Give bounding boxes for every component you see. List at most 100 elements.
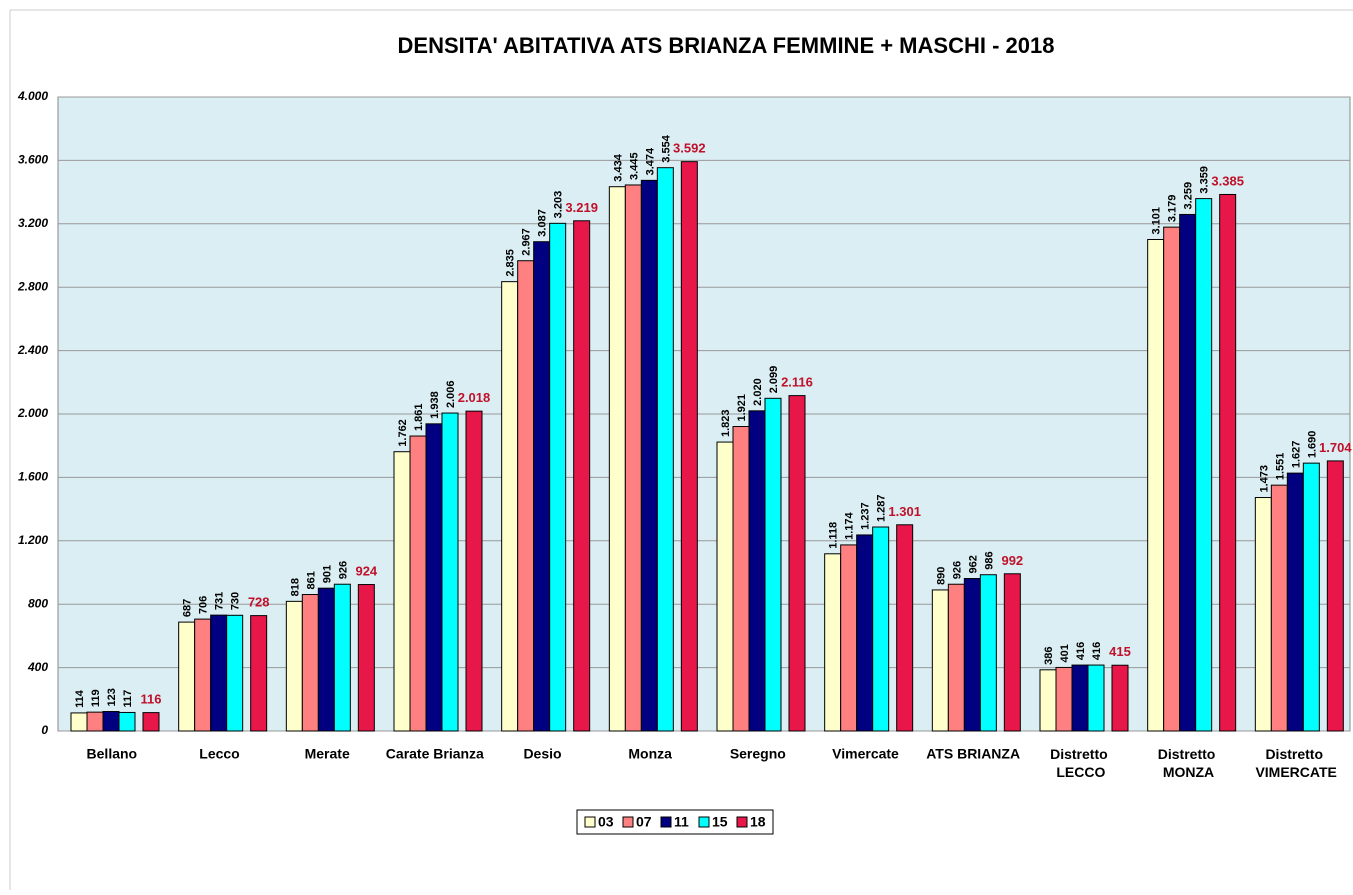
legend-swatch bbox=[698, 816, 710, 828]
data-label: 1.762 bbox=[397, 419, 409, 447]
legend-swatch bbox=[736, 816, 748, 828]
data-label: 3.554 bbox=[660, 134, 672, 162]
data-label: 415 bbox=[1109, 644, 1131, 659]
bar bbox=[517, 260, 535, 732]
data-label: 1.473 bbox=[1258, 465, 1270, 493]
x-tick-label-line: Distretto bbox=[1050, 746, 1111, 762]
bar bbox=[979, 574, 997, 732]
legend-label: 03 bbox=[598, 814, 614, 830]
bar bbox=[764, 397, 782, 732]
x-tick-label: Lecco bbox=[199, 746, 239, 762]
bar bbox=[393, 451, 411, 732]
data-label: 1.118 bbox=[828, 522, 840, 549]
data-label: 2.006 bbox=[445, 381, 457, 409]
bar bbox=[333, 583, 351, 732]
data-label: 687 bbox=[182, 599, 194, 617]
bar bbox=[608, 186, 626, 732]
data-label: 3.385 bbox=[1211, 173, 1244, 188]
bar bbox=[732, 426, 750, 732]
bar bbox=[226, 614, 244, 732]
data-label: 1.174 bbox=[844, 512, 856, 540]
x-tick-label: Carate Brianza bbox=[386, 746, 484, 762]
bar bbox=[194, 618, 212, 732]
y-tick-label: 1.600 bbox=[18, 470, 48, 484]
data-label: 818 bbox=[289, 578, 301, 596]
bar bbox=[1302, 462, 1320, 732]
data-label: 3.359 bbox=[1199, 166, 1211, 194]
legend-label: 11 bbox=[674, 814, 689, 830]
bar bbox=[118, 711, 136, 732]
x-tick-label: Bellano bbox=[87, 746, 138, 762]
y-tick-label: 2.000 bbox=[17, 406, 48, 420]
data-label: 416 bbox=[1075, 642, 1087, 660]
bar bbox=[549, 222, 567, 732]
data-label: 926 bbox=[337, 561, 349, 579]
bar bbox=[210, 614, 228, 732]
x-tick-label-line: VIMERCATE bbox=[1255, 764, 1336, 780]
bar bbox=[441, 412, 459, 732]
chart-title: DENSITA' ABITATIVA ATS BRIANZA FEMMINE +… bbox=[398, 33, 1055, 58]
bar bbox=[501, 281, 519, 732]
x-tick-label: Desio bbox=[523, 746, 561, 762]
data-label: 114 bbox=[74, 689, 86, 708]
bar bbox=[533, 241, 551, 732]
bar bbox=[680, 161, 698, 732]
data-label: 416 bbox=[1091, 642, 1103, 660]
x-tick-label: Monza bbox=[628, 746, 672, 762]
data-label: 3.203 bbox=[553, 191, 565, 219]
bar bbox=[1071, 664, 1089, 732]
data-label: 3.101 bbox=[1151, 207, 1163, 235]
y-tick-label: 400 bbox=[27, 660, 48, 674]
data-label: 2.020 bbox=[752, 378, 764, 406]
bar bbox=[1286, 472, 1304, 732]
bar bbox=[872, 526, 890, 732]
x-tick-label: Distretto MONZA bbox=[1158, 746, 1219, 780]
legend-swatch bbox=[584, 816, 596, 828]
data-label: 890 bbox=[935, 567, 947, 585]
data-label: 401 bbox=[1059, 644, 1071, 662]
data-label: 3.434 bbox=[612, 153, 624, 181]
data-label: 117 bbox=[122, 690, 134, 708]
legend-label: 15 bbox=[712, 814, 728, 830]
bar bbox=[317, 587, 335, 732]
bar bbox=[425, 423, 443, 732]
data-label: 2.835 bbox=[505, 249, 517, 277]
legend-label: 18 bbox=[750, 814, 766, 830]
bar bbox=[840, 544, 858, 732]
data-label: 2.099 bbox=[768, 366, 780, 394]
x-tick-label-line: MONZA bbox=[1163, 764, 1214, 780]
y-tick-label: 1.200 bbox=[18, 533, 48, 547]
data-label: 1.861 bbox=[413, 404, 425, 432]
data-label: 2.967 bbox=[521, 228, 533, 256]
data-label: 123 bbox=[106, 688, 118, 706]
data-label: 1.704 bbox=[1319, 440, 1352, 455]
data-label: 119 bbox=[90, 689, 102, 707]
bar bbox=[409, 435, 427, 732]
bar bbox=[102, 711, 120, 732]
bar bbox=[1055, 666, 1073, 732]
bar bbox=[1219, 193, 1237, 732]
data-label: 901 bbox=[321, 565, 333, 583]
data-label: 386 bbox=[1043, 646, 1055, 664]
data-label: 3.445 bbox=[628, 152, 640, 180]
data-label: 1.690 bbox=[1306, 431, 1318, 459]
bar bbox=[465, 410, 483, 732]
x-tick-label: Seregno bbox=[730, 746, 786, 762]
bar bbox=[1147, 238, 1165, 732]
data-label: 1.551 bbox=[1274, 453, 1286, 481]
x-tick-label: Distretto LECCO bbox=[1050, 746, 1111, 780]
bar bbox=[301, 594, 319, 732]
data-label: 1.237 bbox=[860, 502, 872, 530]
bar bbox=[788, 395, 806, 732]
bar bbox=[1111, 664, 1129, 732]
x-tick-label-line: Distretto bbox=[1265, 746, 1326, 762]
y-tick-label: 3.600 bbox=[18, 153, 48, 167]
x-tick-label: Vimercate bbox=[832, 746, 899, 762]
bar bbox=[285, 600, 303, 732]
data-label: 1.287 bbox=[876, 494, 888, 522]
bar bbox=[824, 553, 842, 732]
bar bbox=[357, 584, 375, 732]
data-label: 2.018 bbox=[458, 390, 491, 405]
bar bbox=[573, 220, 591, 732]
